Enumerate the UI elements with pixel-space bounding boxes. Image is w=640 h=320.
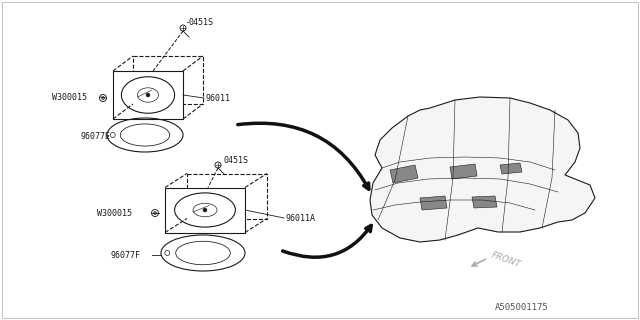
Text: 0451S: 0451S [188, 18, 213, 27]
Text: W300015: W300015 [97, 209, 132, 218]
Circle shape [154, 212, 157, 214]
Text: W300015: W300015 [52, 92, 87, 101]
Polygon shape [113, 71, 183, 119]
Polygon shape [420, 196, 447, 210]
Polygon shape [370, 97, 595, 242]
Text: 96077E: 96077E [80, 132, 110, 140]
Text: 96011A: 96011A [285, 213, 315, 222]
Circle shape [203, 208, 207, 212]
Text: A505001175: A505001175 [495, 303, 548, 312]
Polygon shape [472, 196, 497, 208]
Circle shape [102, 97, 104, 100]
Polygon shape [165, 188, 245, 233]
Circle shape [146, 93, 150, 97]
Polygon shape [500, 163, 522, 174]
Polygon shape [390, 165, 418, 183]
Text: 0451S: 0451S [223, 156, 248, 164]
Text: FRONT: FRONT [490, 251, 522, 269]
Polygon shape [450, 164, 477, 179]
Text: 96077F: 96077F [110, 251, 140, 260]
Text: 96011: 96011 [205, 93, 230, 102]
